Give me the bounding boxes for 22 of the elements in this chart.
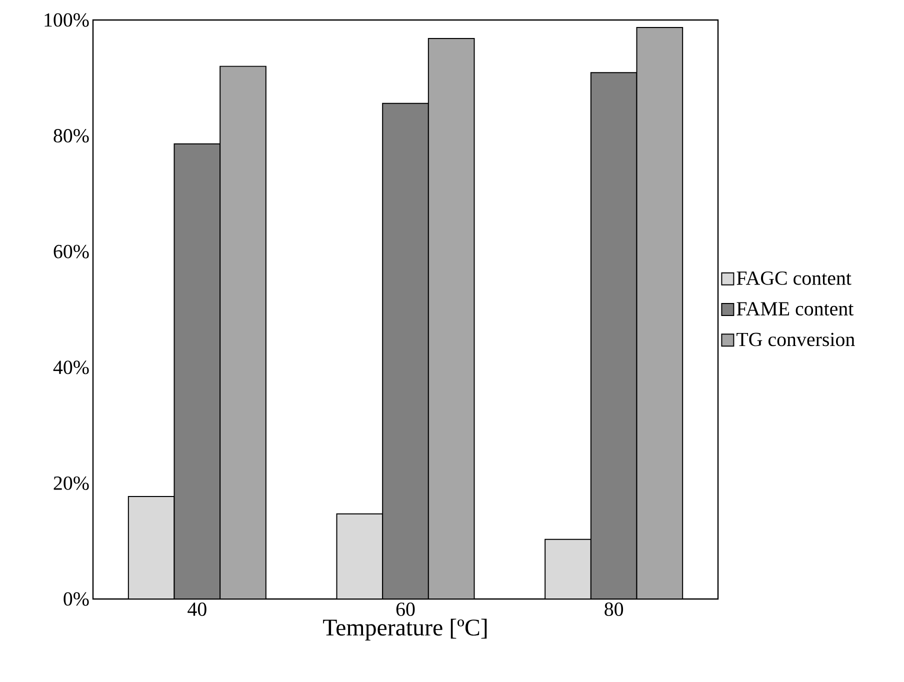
y-tick-label: 100%	[44, 13, 89, 27]
y-tick-label: 60%	[54, 244, 89, 258]
bar	[382, 102, 429, 599]
y-tick-label: 40%	[53, 360, 89, 374]
bar	[636, 27, 684, 599]
bar	[128, 496, 175, 599]
legend-label: FAGC content	[736, 272, 852, 285]
bar	[544, 538, 592, 599]
bar	[590, 72, 638, 599]
legend-label: FAME content	[736, 302, 854, 316]
bar	[336, 513, 384, 599]
bar	[220, 66, 266, 599]
y-tick-label: 0%	[64, 592, 89, 606]
y-tick-label: 80%	[54, 129, 89, 143]
x-axis-title: Temperature [ºC]	[323, 618, 487, 640]
bar	[174, 143, 221, 599]
x-tick-label: 80	[604, 602, 624, 616]
y-tick-label: 20%	[54, 476, 89, 490]
legend-label: TG conversion	[736, 332, 855, 346]
x-tick-label: 40	[188, 602, 206, 616]
x-tick-label: 60	[396, 602, 415, 616]
bar	[428, 38, 475, 599]
